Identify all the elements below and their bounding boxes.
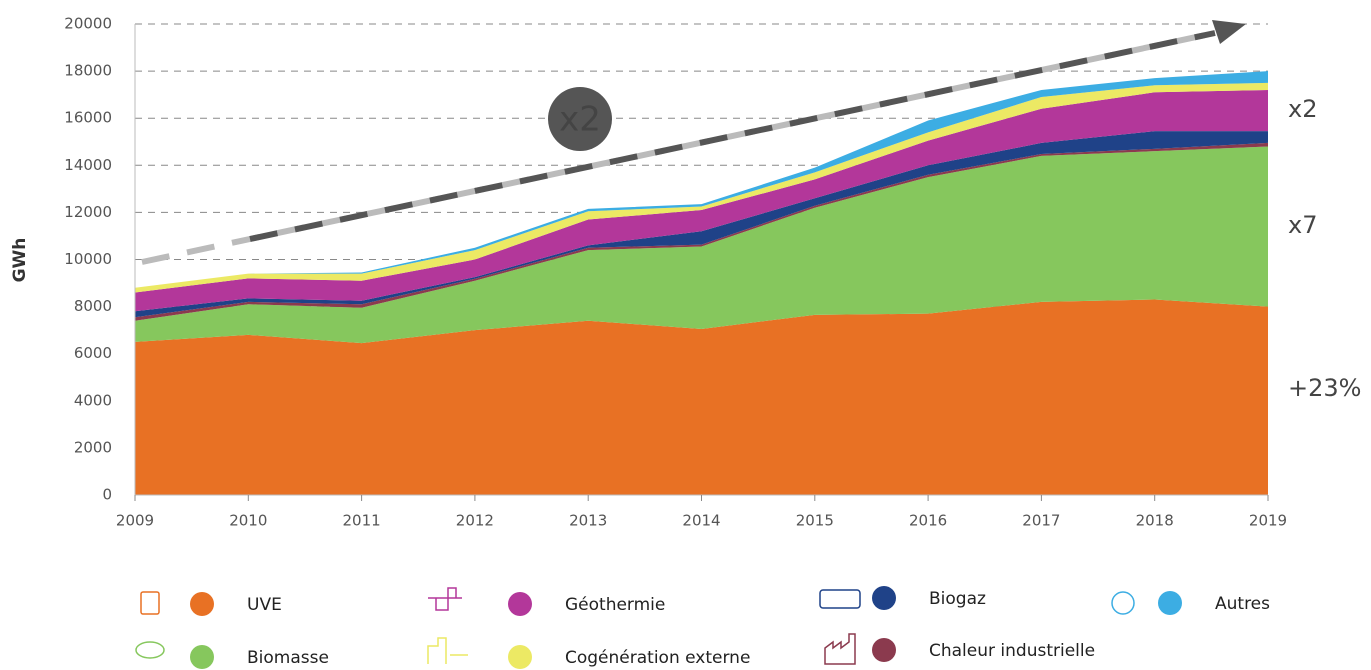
y-tick-label: 4000 [74, 391, 112, 409]
y-tick-label: 6000 [74, 344, 112, 362]
y-tick-label: 12000 [64, 203, 112, 221]
legend-label: Chaleur industrielle [929, 641, 1095, 661]
x-tick-label: 2019 [1249, 512, 1287, 530]
y-tick-label: 20000 [64, 15, 112, 33]
trend-arrow [249, 30, 1216, 242]
legend-swatch [508, 645, 532, 669]
area [135, 142, 1268, 321]
legend-label: Cogénération externe [565, 648, 750, 668]
legend-label: Biogaz [929, 589, 986, 609]
x-tick-label: 2011 [343, 512, 381, 530]
annotation: x2 [559, 100, 601, 140]
legend-swatch [190, 645, 214, 669]
x-tick-label: 2009 [116, 512, 154, 530]
y-axis-label: GWh [10, 238, 30, 283]
area [135, 299, 1268, 495]
legend-swatch [872, 638, 896, 662]
y-tick-label: 2000 [74, 438, 112, 456]
plot-area [134, 23, 1269, 501]
legend-swatch [190, 592, 214, 616]
x-tick-label: 2017 [1022, 512, 1060, 530]
legend-label: Géothermie [565, 595, 665, 615]
y-tick-label: 14000 [64, 156, 112, 174]
legend-swatch [872, 586, 896, 610]
legend: UVE Biomasse Chaleur industrielle Biogaz Géo… [190, 586, 1270, 669]
y-tick-label: 18000 [64, 62, 112, 80]
legend-label: UVE [247, 595, 282, 615]
y-tick-label: 10000 [64, 250, 112, 268]
legend-icons [135, 587, 1135, 665]
legend-label: Autres [1215, 594, 1270, 614]
x-tick-label: 2014 [682, 512, 720, 530]
annotation: x7 [1288, 211, 1317, 239]
x-tick-label: 2013 [569, 512, 607, 530]
area [135, 146, 1268, 344]
y-tick-label: 8000 [74, 297, 112, 315]
annotation: x2 [1288, 95, 1317, 123]
legend-label: Biomasse [247, 648, 329, 668]
trend-arrowhead [1212, 20, 1246, 44]
x-tick-label: 2015 [796, 512, 834, 530]
annotation: +23% [1288, 374, 1361, 402]
annotation-badge [548, 87, 612, 151]
x-tick-label: 2010 [229, 512, 267, 530]
x-tick-label: 2012 [456, 512, 494, 530]
legend-swatch [508, 592, 532, 616]
legend-swatch [1158, 591, 1182, 615]
x-tick-label: 2018 [1136, 512, 1174, 530]
y-tick-label: 16000 [64, 109, 112, 127]
x-tick-label: 2016 [909, 512, 947, 530]
area [135, 131, 1268, 318]
area [135, 89, 1268, 312]
y-tick-label: 0 [102, 486, 112, 504]
